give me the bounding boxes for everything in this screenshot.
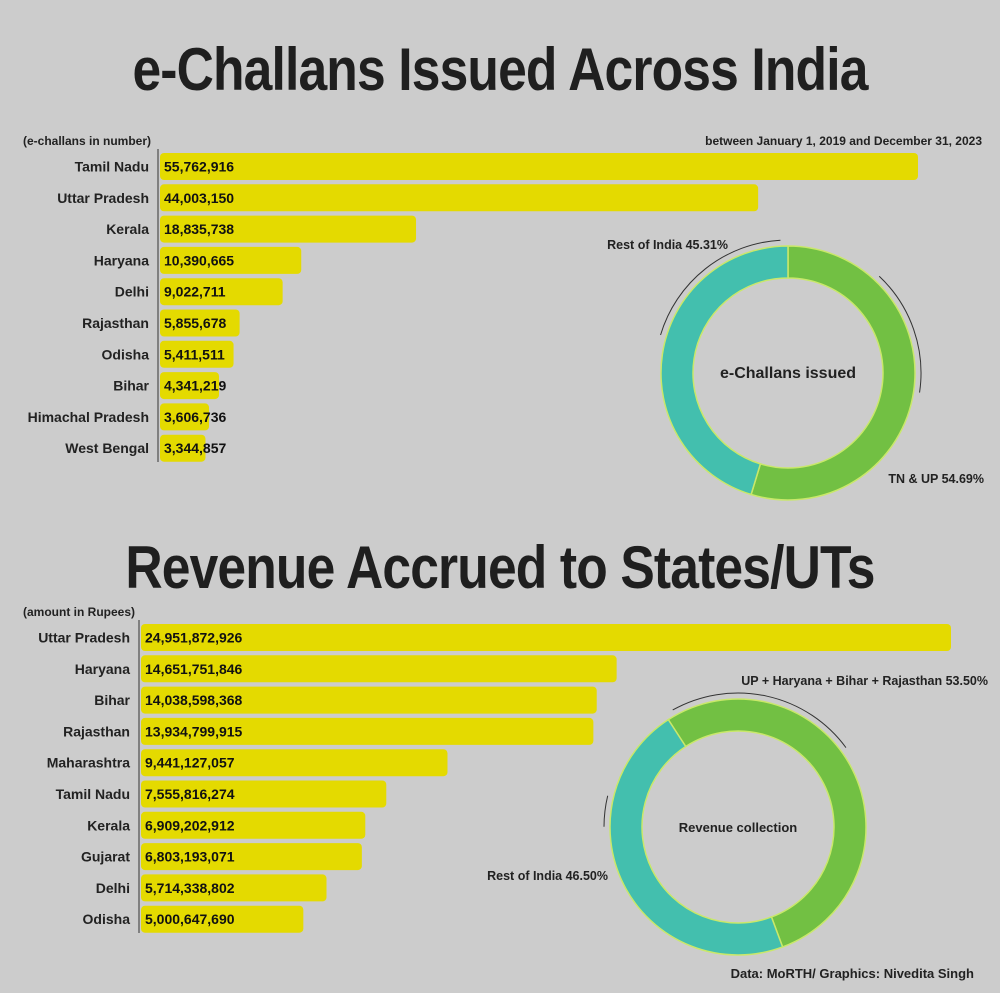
bar-category-label: Tamil Nadu <box>75 159 149 175</box>
donut-slice-label: Rest of India 45.31% <box>607 238 728 252</box>
bar-category-label: Tamil Nadu <box>56 786 130 802</box>
donut-slice-label: UP + Haryana + Bihar + Rajasthan 53.50% <box>741 674 988 688</box>
bar-category-label: Gujarat <box>81 849 130 865</box>
bar-value-label: 44,003,150 <box>164 190 234 206</box>
bar <box>160 184 759 212</box>
donut-slice <box>660 245 789 496</box>
bar-category-label: Bihar <box>113 378 149 394</box>
bar-category-label: Uttar Pradesh <box>38 630 130 646</box>
footer-credit: Data: MoRTH/ Graphics: Nivedita Singh <box>730 966 974 981</box>
chart1-bar-chart: Tamil Nadu 55,762,916 Uttar Pradesh 44,003,… <box>28 149 918 462</box>
donut-label-bracket <box>878 275 922 393</box>
donut-slice <box>667 698 867 948</box>
bar-value-label: 24,951,872,926 <box>145 630 243 646</box>
bar-value-label: 3,344,857 <box>164 440 226 456</box>
bar-category-label: Bihar <box>94 692 130 708</box>
bar <box>141 749 448 777</box>
donut-slice-label: Rest of India 46.50% <box>487 869 608 883</box>
bar-category-label: Uttar Pradesh <box>57 190 149 206</box>
chart1-period-note: between January 1, 2019 and December 31,… <box>705 134 982 148</box>
bar-value-label: 5,855,678 <box>164 315 226 331</box>
donut-slice <box>609 718 784 956</box>
bar-category-label: Rajasthan <box>82 315 149 331</box>
bar-category-label: Rajasthan <box>63 723 130 739</box>
bar <box>160 340 234 368</box>
bar-value-label: 7,555,816,274 <box>145 786 235 802</box>
bar <box>160 278 283 306</box>
chart1-unit-note: (e-challans in number) <box>23 134 152 148</box>
chart1-donut: e-Challans issued TN & UP 54.69% Rest of I… <box>607 238 984 501</box>
bar-category-label: Kerala <box>106 221 149 237</box>
bar-category-label: Odisha <box>102 346 150 362</box>
bar-value-label: 13,934,799,915 <box>145 723 243 739</box>
chart2-donut: Revenue collection UP + Haryana + Bihar +… <box>487 674 988 956</box>
bar <box>141 874 327 902</box>
bar <box>141 717 594 745</box>
bar <box>141 905 304 933</box>
donut-center-label: Revenue collection <box>679 820 798 835</box>
chart2-unit-note: (amount in Rupees) <box>23 605 136 619</box>
bar <box>160 153 918 180</box>
bar-value-label: 55,762,916 <box>164 159 234 175</box>
bar-value-label: 14,651,751,846 <box>145 661 243 677</box>
bar-category-label: Delhi <box>96 880 130 896</box>
bar-value-label: 14,038,598,368 <box>145 692 243 708</box>
bar-category-label: Kerala <box>87 817 130 833</box>
bar-category-label: Haryana <box>94 252 149 268</box>
chart2-title: Revenue Accrued to States/UTs <box>125 534 875 601</box>
bar <box>160 246 302 274</box>
bar-category-label: Himachal Pradesh <box>28 409 149 425</box>
bar <box>141 843 362 871</box>
bar <box>141 811 366 839</box>
donut-label-bracket <box>660 239 781 336</box>
donut-label-bracket <box>672 692 847 748</box>
bar-category-label: Odisha <box>83 911 131 927</box>
bar-value-label: 6,803,193,071 <box>145 849 235 865</box>
bar-value-label: 6,909,202,912 <box>145 817 235 833</box>
bar-value-label: 5,411,511 <box>164 346 225 362</box>
bar-value-label: 18,835,738 <box>164 221 234 237</box>
bar-value-label: 4,341,219 <box>164 378 226 394</box>
bar-value-label: 3,606,736 <box>164 409 226 425</box>
bar <box>141 780 387 808</box>
bar <box>141 686 597 714</box>
bar-value-label: 5,714,338,802 <box>145 880 235 896</box>
bar-value-label: 9,441,127,057 <box>145 755 235 771</box>
donut-slice-label: TN & UP 54.69% <box>888 472 984 486</box>
bar-category-label: West Bengal <box>65 440 149 456</box>
chart2-bar-chart: Uttar Pradesh 24,951,872,926 Haryana 14,651… <box>38 620 951 933</box>
bar <box>141 655 617 683</box>
donut-label-bracket <box>603 795 609 827</box>
bar <box>160 309 240 337</box>
chart1-title: e-Challans Issued Across India <box>132 36 868 103</box>
bar-category-label: Haryana <box>75 661 130 677</box>
donut-slice <box>750 245 916 501</box>
donut-center-label: e-Challans issued <box>720 365 856 382</box>
bar-category-label: Maharashtra <box>47 755 130 771</box>
bar <box>160 215 417 243</box>
bar <box>141 624 951 651</box>
bar <box>160 372 220 400</box>
bar-value-label: 5,000,647,690 <box>145 911 235 927</box>
bar-value-label: 10,390,665 <box>164 252 234 268</box>
bar-value-label: 9,022,711 <box>164 284 226 300</box>
bar <box>160 434 206 462</box>
bar-category-label: Delhi <box>115 284 149 300</box>
bar <box>160 403 210 431</box>
